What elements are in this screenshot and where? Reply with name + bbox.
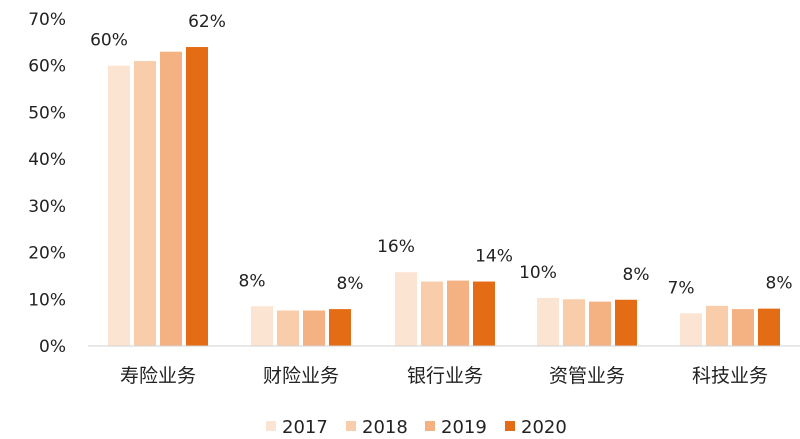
bar-2019-0 xyxy=(160,51,182,346)
y-tick-label: 60% xyxy=(28,57,66,77)
data-label: 16% xyxy=(377,237,415,257)
bars xyxy=(108,47,780,347)
legend-label: 2020 xyxy=(521,417,567,438)
legend-label: 2017 xyxy=(282,417,328,438)
y-tick-label: 0% xyxy=(39,337,66,357)
bar-2018-2 xyxy=(421,281,443,346)
bar-2017-3 xyxy=(537,297,559,346)
bar-2017-0 xyxy=(108,65,130,346)
category-label: 资管业务 xyxy=(549,365,625,387)
bar-2017-4 xyxy=(680,313,702,346)
category-label: 财险业务 xyxy=(263,365,339,387)
data-label: 60% xyxy=(90,31,128,51)
y-tick-label: 50% xyxy=(28,103,66,123)
y-axis: 0% 10% 20% 30% 40% 50% 60% 70% xyxy=(28,10,66,357)
bar-2020-3 xyxy=(615,299,637,346)
y-tick-label: 70% xyxy=(28,10,66,30)
data-label: 8% xyxy=(337,274,364,294)
bar-2019-4 xyxy=(732,309,754,346)
bar-2019-2 xyxy=(447,280,469,346)
legend-swatch-2019 xyxy=(425,421,435,431)
bar-2017-2 xyxy=(395,272,417,346)
legend-swatch-2018 xyxy=(346,421,356,431)
legend-swatch-2020 xyxy=(505,421,515,431)
y-tick-label: 40% xyxy=(28,150,66,170)
category-label: 科技业务 xyxy=(692,365,768,387)
legend-label: 2019 xyxy=(441,417,487,438)
bar-2019-1 xyxy=(303,310,325,346)
bar-2017-1 xyxy=(251,306,273,346)
bar-2019-3 xyxy=(589,301,611,346)
bar-2018-3 xyxy=(563,299,585,346)
bar-2020-1 xyxy=(329,309,351,346)
bar-2018-1 xyxy=(277,310,299,346)
bar-2020-4 xyxy=(758,308,780,346)
legend-label: 2018 xyxy=(362,417,408,438)
data-label: 62% xyxy=(188,12,226,32)
bar-2018-0 xyxy=(134,61,156,347)
data-label: 10% xyxy=(519,263,557,283)
data-label: 8% xyxy=(239,271,266,291)
y-tick-label: 20% xyxy=(28,244,66,264)
y-tick-label: 30% xyxy=(28,197,66,217)
data-label: 7% xyxy=(668,278,695,298)
data-label: 8% xyxy=(623,265,650,285)
legend-swatch-2017 xyxy=(266,421,276,431)
data-label: 8% xyxy=(766,274,793,294)
category-label: 寿险业务 xyxy=(120,365,196,387)
legend: 2017 2018 2019 2020 xyxy=(266,417,567,438)
data-label: 14% xyxy=(475,247,513,267)
category-label: 银行业务 xyxy=(407,365,483,387)
x-axis: 寿险业务 财险业务 银行业务 资管业务 科技业务 xyxy=(120,365,768,387)
data-labels: 60% 62% 8% 8% 16% 14% 10% 8% 7% 8% xyxy=(90,12,792,298)
bar-2020-2 xyxy=(473,281,495,346)
y-tick-label: 10% xyxy=(28,290,66,310)
bar-2018-4 xyxy=(706,305,728,346)
bar-2020-0 xyxy=(186,47,208,347)
